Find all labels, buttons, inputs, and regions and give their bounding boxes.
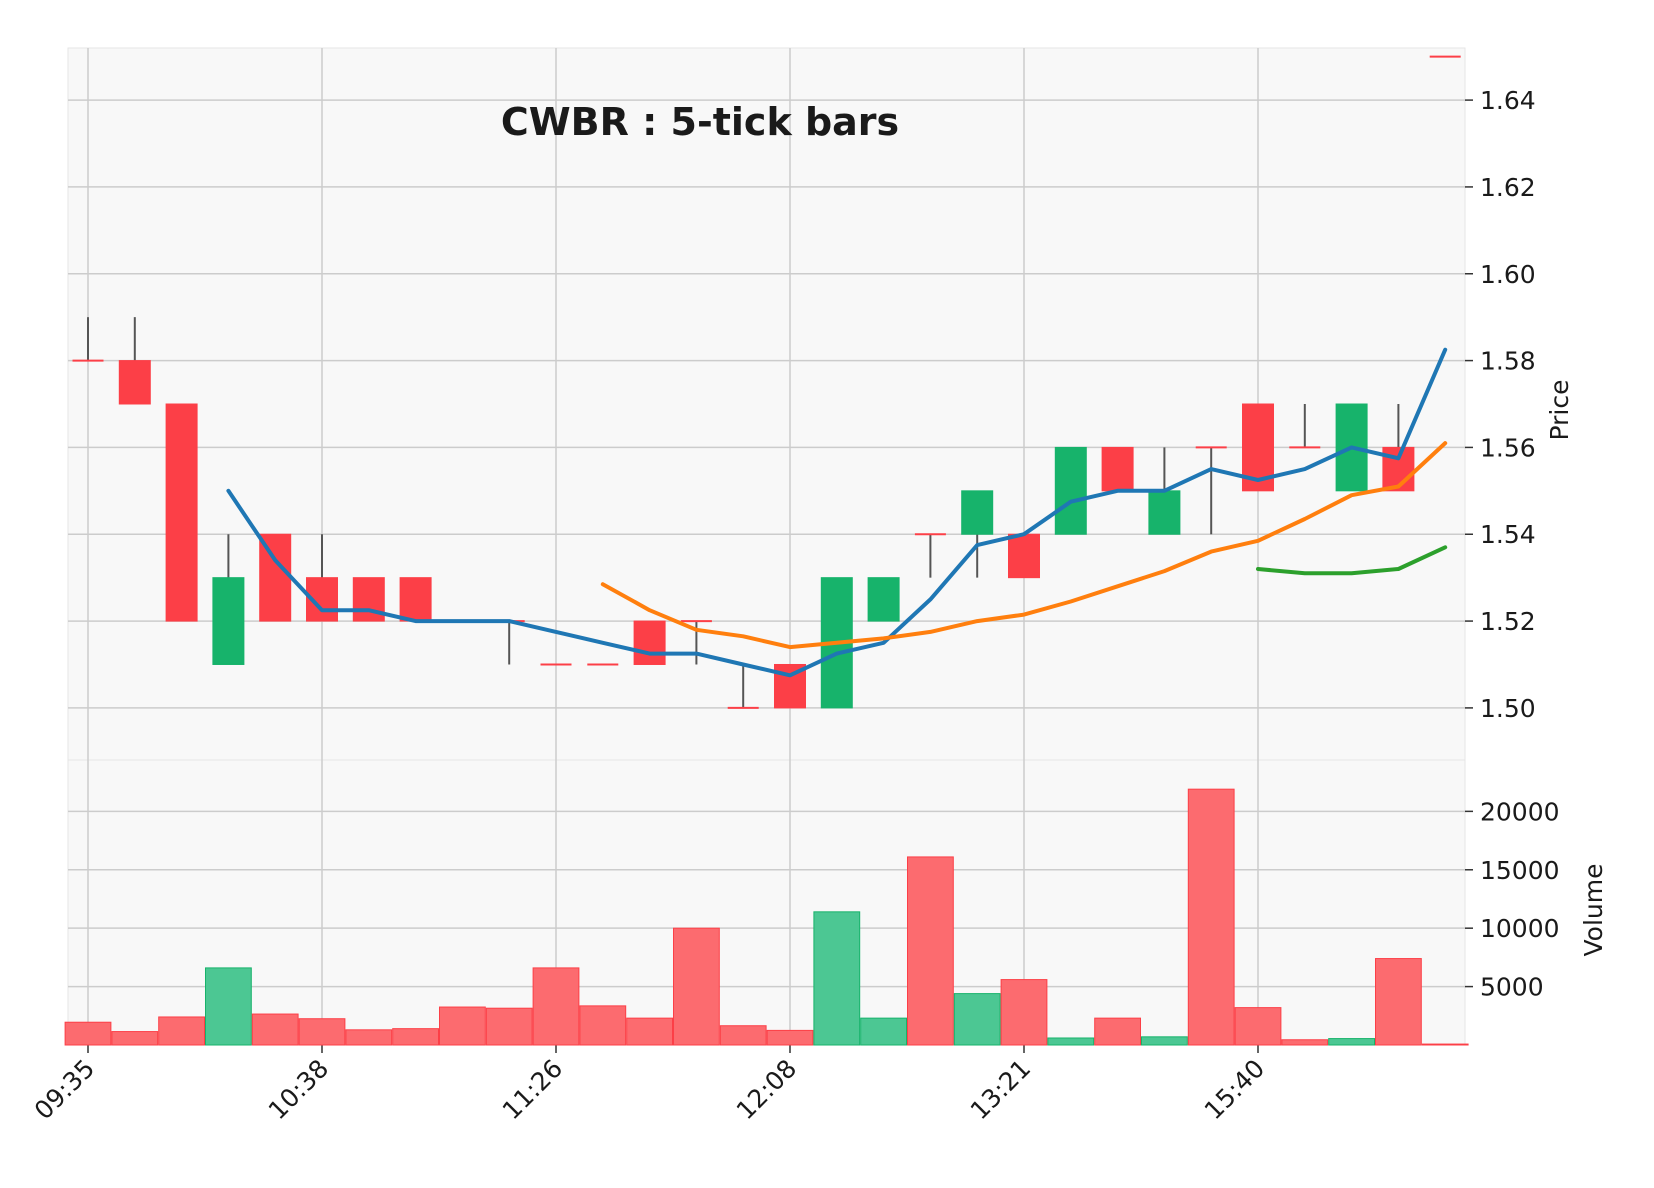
volume-bar [860, 1017, 908, 1046]
volume-bar [1094, 1017, 1141, 1046]
price-tick-label: 1.58 [1480, 347, 1536, 376]
volume-tick-label: 10000 [1480, 914, 1560, 943]
grid-lines [68, 48, 1473, 1053]
candle-body [633, 620, 666, 665]
volume-axis-label: Volume [1579, 864, 1608, 957]
volume-bar [1375, 958, 1422, 1046]
volume-bar [1141, 1036, 1188, 1046]
moving-average-line [226, 347, 1448, 678]
volume-bar [1000, 979, 1048, 1046]
price-tick-label: 1.64 [1480, 86, 1536, 115]
x-tick-label: 10:38 [263, 1054, 334, 1125]
volume-bar [392, 1028, 440, 1046]
volume-bar [485, 1007, 533, 1046]
moving-average-line [1256, 545, 1448, 576]
volume-bar [719, 1025, 767, 1046]
moving-average-lines [226, 347, 1448, 678]
x-tick-label: 09:35 [29, 1054, 100, 1125]
x-tick-label: 13:21 [965, 1054, 1036, 1125]
candle-body [212, 577, 245, 665]
volume-bar [813, 911, 861, 1046]
volume-bar [953, 993, 1001, 1046]
volume-bar [345, 1029, 393, 1046]
x-tick-label: 12:08 [731, 1054, 802, 1125]
volume-bar [1187, 788, 1235, 1046]
volume-tick-label: 20000 [1480, 797, 1560, 826]
price-candles [72, 55, 1461, 709]
volume-bar [298, 1018, 346, 1046]
volume-bar [532, 967, 580, 1046]
volume-tick-label: 15000 [1480, 856, 1560, 885]
price-tick-label: 1.52 [1480, 607, 1536, 636]
volume-bar [766, 1029, 814, 1046]
volume-bar [158, 1016, 205, 1046]
volume-panel [67, 759, 1466, 1046]
volume-bar [111, 1031, 159, 1046]
candle-body [259, 533, 292, 622]
price-tick-label: 1.60 [1480, 260, 1536, 289]
volume-bar [205, 967, 252, 1046]
price-tick-label: 1.62 [1480, 173, 1536, 202]
moving-average-line [600, 441, 1448, 650]
volume-bars [64, 788, 1469, 1046]
volume-bar [439, 1006, 486, 1046]
x-tick-label: 11:26 [497, 1054, 568, 1125]
candle-body [1148, 490, 1181, 535]
candle-body [118, 360, 151, 405]
volume-bar [1234, 1007, 1282, 1046]
volume-bar [1047, 1037, 1095, 1046]
candle-body [399, 577, 432, 622]
x-tick-label: 15:40 [1199, 1054, 1270, 1125]
volume-bar [1281, 1039, 1329, 1046]
candle-body [1054, 446, 1087, 535]
volume-bar [64, 1021, 112, 1046]
x-tick-labels: 09:35 10:38 11:26 12:08 13:21 15:40 [29, 1054, 1270, 1125]
price-axis-label: Price [1545, 380, 1574, 441]
chart-title: CWBR : 5-tick bars [501, 100, 899, 144]
price-tick-label: 1.50 [1480, 694, 1536, 723]
y-tick-labels: 1.50 1.52 1.54 1.56 1.58 1.60 1.62 1.64 5000 1000… [1480, 86, 1560, 1001]
candle-body [1101, 446, 1134, 492]
price-tick-label: 1.54 [1480, 520, 1536, 549]
volume-tick-label: 5000 [1480, 973, 1544, 1002]
price-tick-label: 1.56 [1480, 433, 1536, 462]
volume-bar [673, 927, 720, 1046]
candle-body [1008, 533, 1040, 579]
candle-body [961, 490, 994, 535]
volume-bar [1328, 1038, 1375, 1046]
volume-bar [626, 1017, 674, 1046]
volume-bar [579, 1005, 627, 1046]
candle-body [165, 403, 198, 622]
volume-bar [907, 856, 954, 1046]
volume-bar [1421, 1043, 1469, 1046]
candle-body [867, 577, 900, 622]
volume-bar [251, 1013, 299, 1046]
